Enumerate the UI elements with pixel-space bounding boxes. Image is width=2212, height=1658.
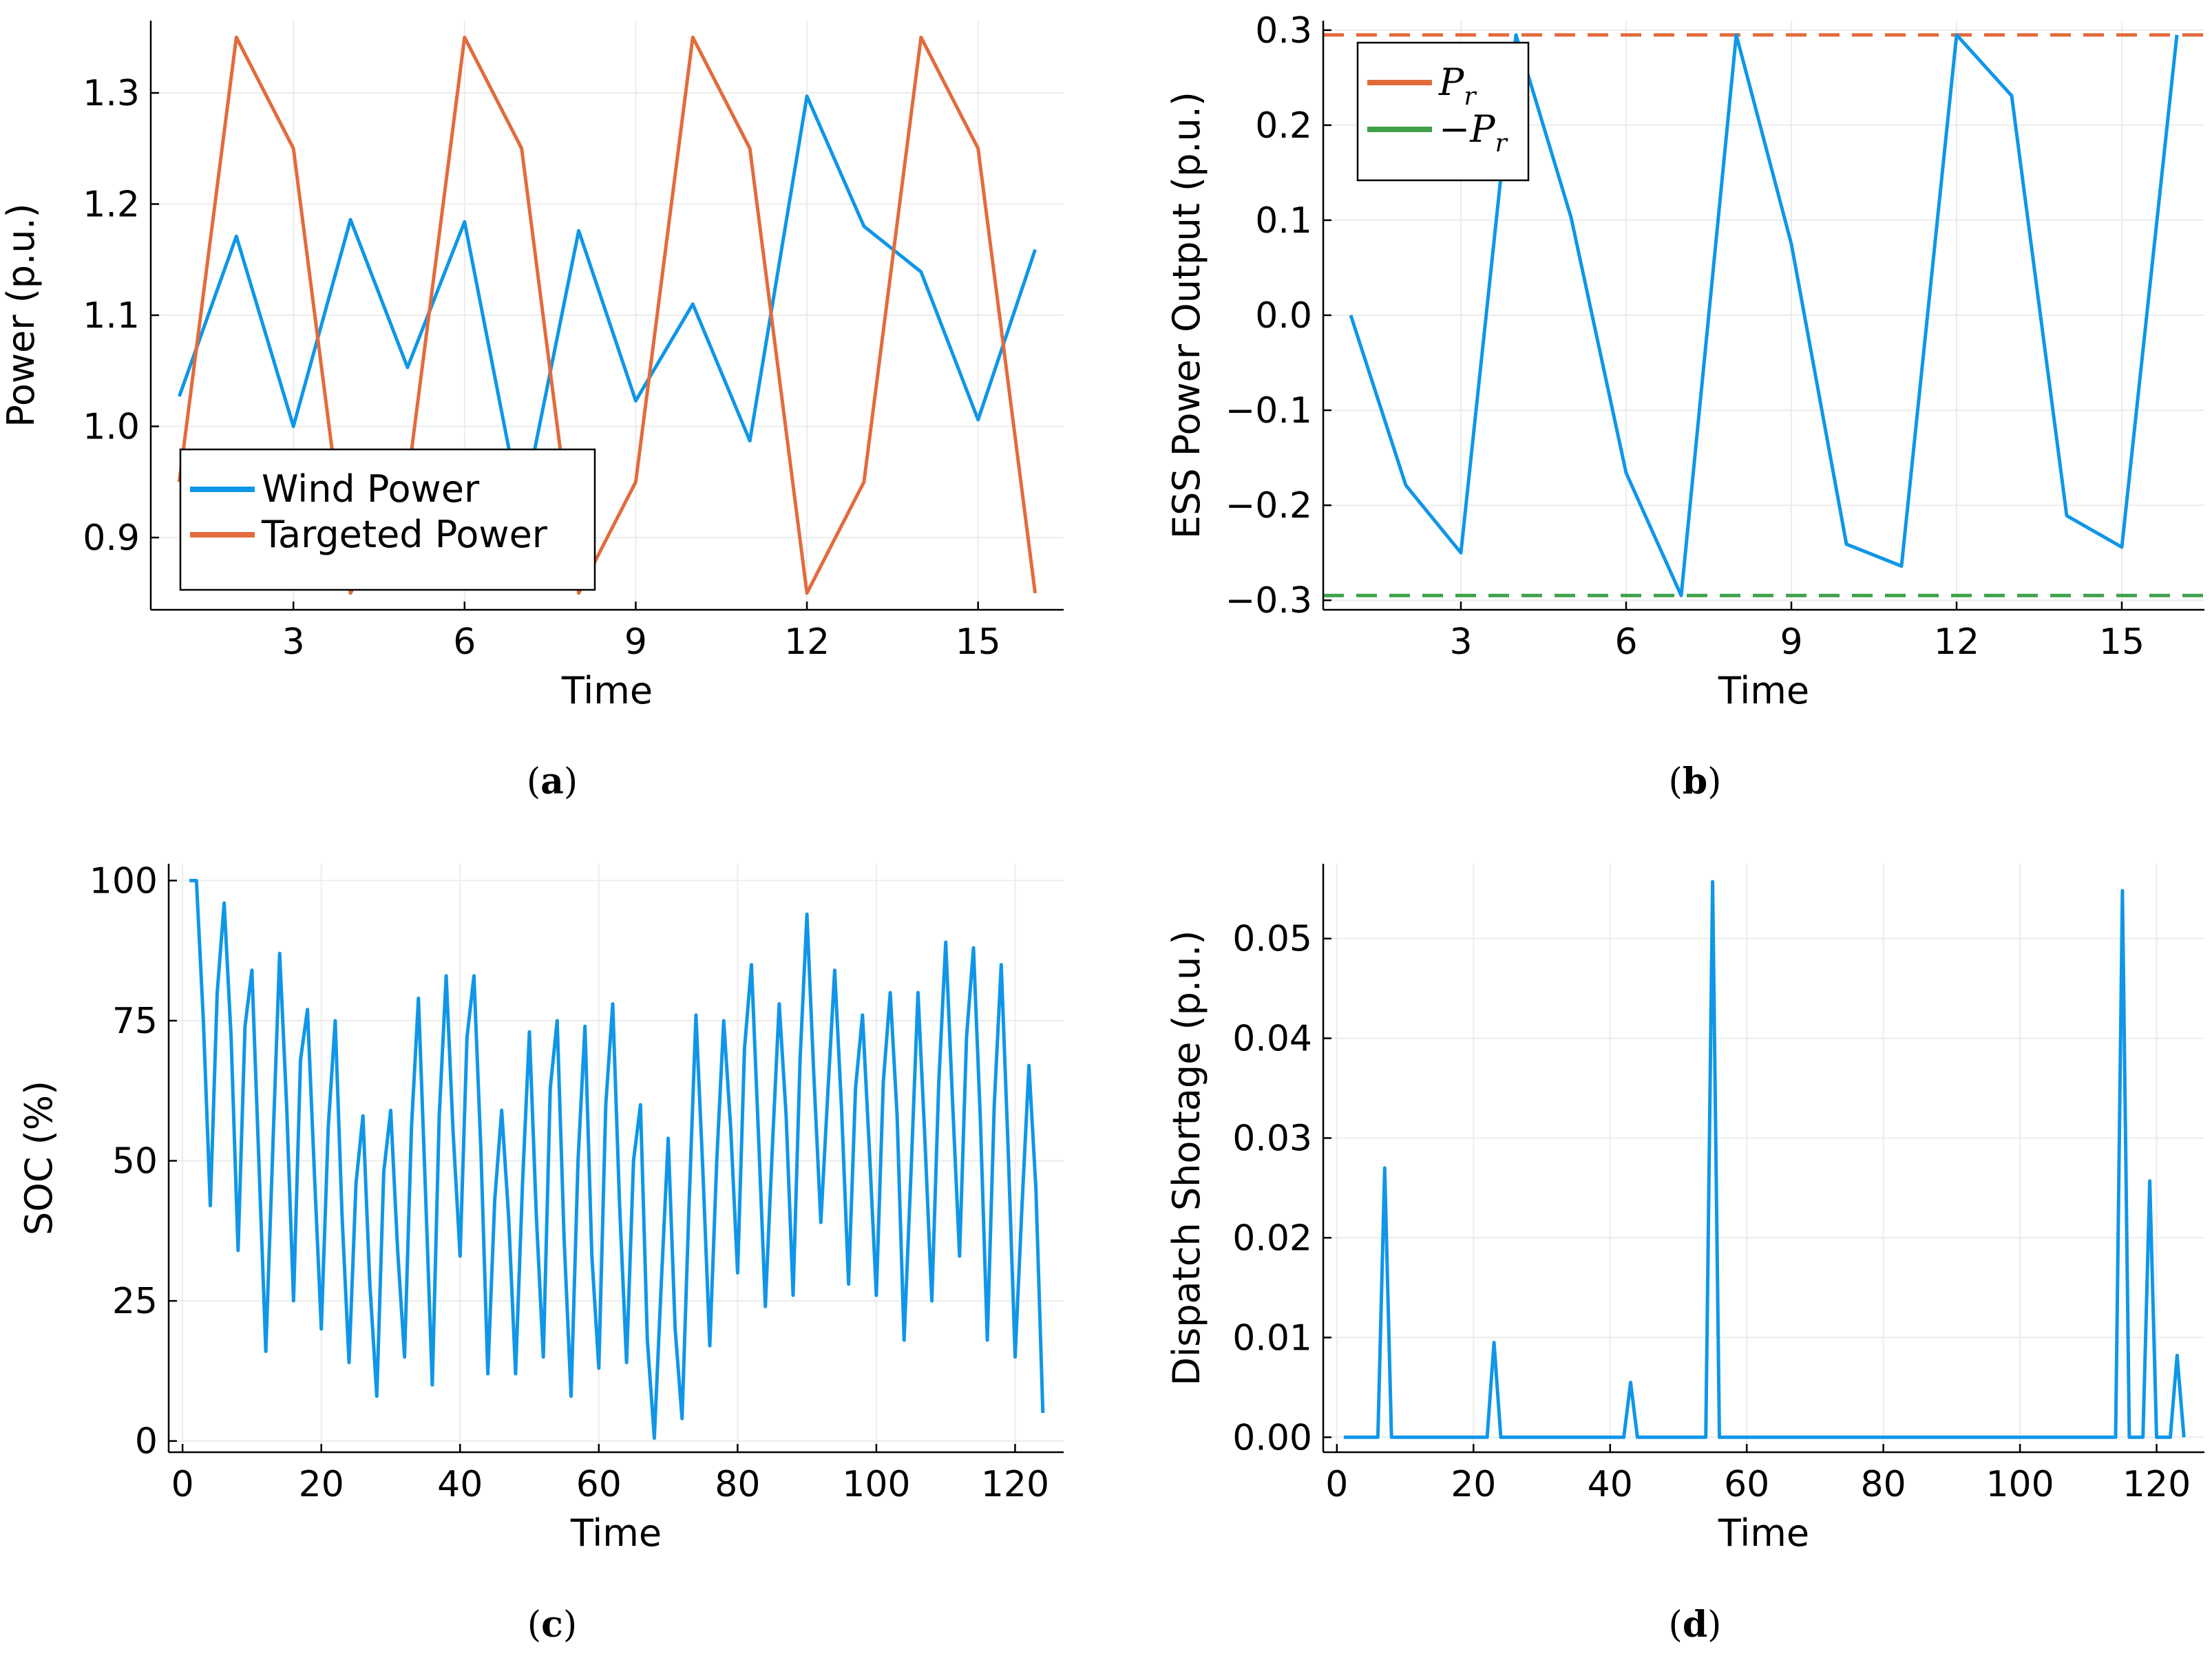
y-tick-label: 0.9	[83, 518, 140, 559]
panel-d: 0 20 40 60 80 100 120 0.00 0.01 0.02 0.03 0.04 0.05 T…	[1165, 864, 2204, 1555]
x-tick-label: 40	[437, 1464, 483, 1505]
x-tick-label: 100	[842, 1464, 910, 1505]
x-tick-label: 12	[1934, 621, 1979, 663]
x-tick-label: 60	[576, 1464, 622, 1505]
y-axis-label: Power (p.u.)	[0, 203, 43, 427]
y-tick-label: 1.3	[83, 73, 140, 114]
y-tick-label: 50	[112, 1141, 158, 1182]
y-tick-label: 0.04	[1232, 1019, 1312, 1060]
x-axis-label: Time	[561, 669, 653, 712]
y-tick-label: 0.2	[1255, 105, 1312, 147]
y-tick-label: 0.05	[1232, 919, 1312, 960]
panel-c: 0 20 40 60 80 100 120 0 25 50 75 100 Time SOC (%)	[17, 860, 1064, 1555]
caption-a: (a)	[527, 761, 578, 803]
y-tick-label: 0.00	[1232, 1417, 1312, 1458]
x-tick-label: 20	[299, 1464, 344, 1505]
y-tick-label: −0.3	[1225, 580, 1312, 621]
x-tick-label: 100	[1985, 1464, 2054, 1505]
x-tick-label: 80	[1861, 1464, 1906, 1505]
caption-c: (c)	[527, 1604, 577, 1646]
panel-a: 3 6 9 12 15 0.9 1.0 1.1 1.2 1.3 Time Power (p.u.) Wi…	[0, 21, 1064, 712]
series-line	[177, 35, 1037, 595]
y-tick-label: 0.01	[1232, 1317, 1312, 1359]
x-tick-label: 9	[1780, 621, 1802, 663]
y-tick-label: 0.1	[1255, 200, 1312, 242]
y-tick-label: 1.1	[83, 295, 140, 337]
legend-label: Targeted Power	[261, 513, 548, 556]
y-tick-label: 1.0	[83, 407, 140, 448]
x-tick-label: 6	[453, 621, 476, 663]
y-tick-label: 0	[135, 1421, 158, 1463]
caption-d: (d)	[1669, 1604, 1722, 1646]
x-tick-label: 9	[624, 621, 647, 663]
x-tick-label: 12	[784, 621, 830, 663]
x-tick-label: 0	[171, 1464, 194, 1505]
x-tick-label: 40	[1588, 1464, 1633, 1505]
legend-label: Wind Power	[262, 467, 480, 511]
x-tick-label: 60	[1724, 1464, 1769, 1505]
x-tick-label: 80	[715, 1464, 760, 1505]
x-tick-label: 15	[2099, 621, 2145, 663]
legend-box	[179, 448, 596, 591]
panel-b: 3 6 9 12 15 −0.3 −0.2 −0.1 0.0 0.1 0.2 0.3 Time ESS P…	[1165, 10, 2204, 712]
y-tick-label: 0.3	[1255, 10, 1312, 52]
x-tick-label: 3	[282, 621, 305, 663]
y-tick-label: 1.2	[83, 184, 140, 225]
x-tick-label: 120	[981, 1464, 1049, 1505]
x-tick-label: 3	[1449, 621, 1472, 663]
y-tick-label: −0.1	[1225, 390, 1312, 432]
x-tick-label: 120	[2123, 1464, 2191, 1505]
series-line	[189, 878, 1045, 1441]
y-axis-label: ESS Power Output (p.u.)	[1165, 92, 1208, 539]
y-tick-label: 100	[89, 860, 158, 902]
legend: Pr−Pr	[1356, 41, 1530, 182]
x-axis-label: Time	[1718, 669, 1809, 712]
y-tick-label: 0.03	[1232, 1118, 1312, 1160]
y-tick-label: −0.2	[1225, 485, 1312, 527]
series-line	[1343, 880, 2186, 1439]
x-tick-label: 6	[1614, 621, 1637, 663]
caption-b: (b)	[1669, 761, 1722, 803]
x-axis-label: Time	[570, 1511, 662, 1555]
y-axis-label: Dispatch Shortage (p.u.)	[1165, 931, 1208, 1386]
y-tick-label: 25	[112, 1281, 158, 1322]
y-axis-label: SOC (%)	[17, 1081, 61, 1235]
y-tick-label: 75	[112, 1001, 158, 1042]
legend-label: Pr	[1438, 61, 1477, 111]
x-tick-label: 15	[956, 621, 1001, 663]
y-tick-label: 0.0	[1255, 295, 1312, 337]
x-tick-label: 0	[1325, 1464, 1348, 1505]
y-tick-label: 0.02	[1232, 1218, 1312, 1259]
x-tick-label: 20	[1451, 1464, 1496, 1505]
legend-label: −Pr	[1439, 107, 1508, 158]
x-axis-label: Time	[1718, 1511, 1809, 1555]
series-line	[1349, 33, 2179, 597]
legend-box	[1356, 41, 1530, 182]
